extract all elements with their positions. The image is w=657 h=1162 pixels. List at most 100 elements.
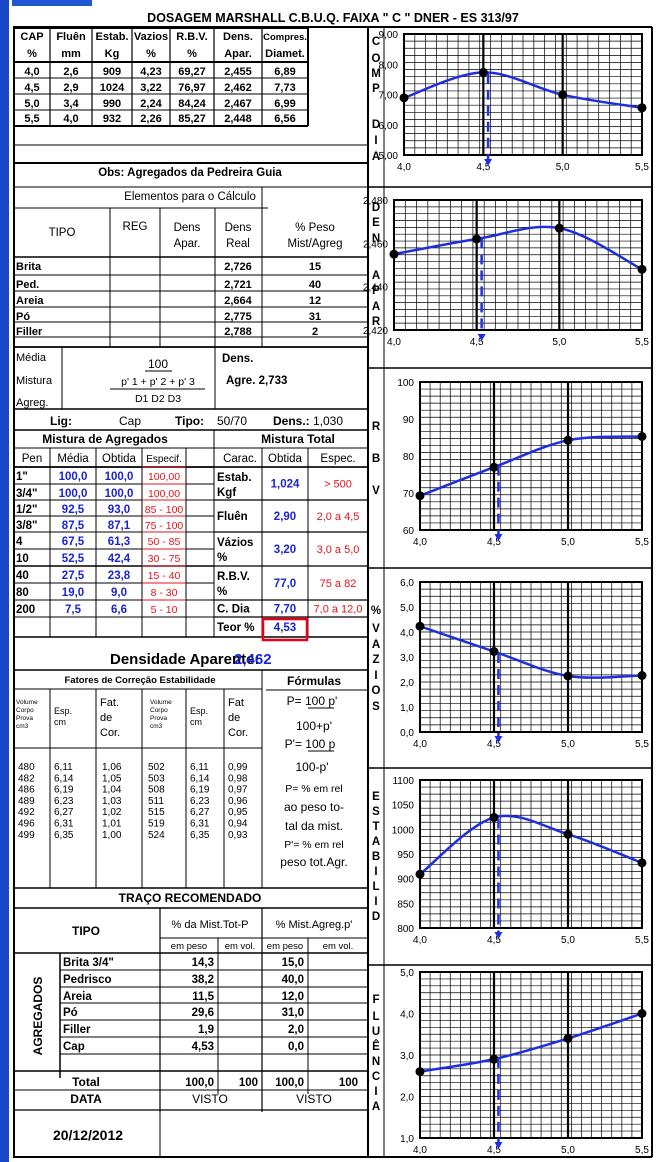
chart-side-letter: S bbox=[372, 806, 380, 818]
chart-data-point bbox=[415, 869, 425, 879]
fatores-cell: 519 bbox=[148, 819, 165, 830]
fatores-cell: 6,14 bbox=[54, 773, 74, 784]
mistura-total-title: Mistura Total bbox=[261, 432, 335, 446]
marshall-cell: 5,0 bbox=[24, 98, 39, 110]
chart-y-tick: 6,00 bbox=[379, 121, 399, 132]
chart-x-tick: 5,0 bbox=[556, 162, 570, 173]
chart-data-point bbox=[554, 223, 564, 233]
chart-side-letter: P bbox=[372, 83, 380, 95]
fatores-cell: 6,27 bbox=[190, 807, 210, 818]
formulas-title: Fórmulas bbox=[287, 674, 341, 688]
chart-data-point bbox=[415, 621, 425, 631]
chart-x-tick: 5,5 bbox=[635, 337, 649, 348]
fatores-cell: 6,11 bbox=[190, 762, 209, 773]
chart-plot-area bbox=[419, 381, 643, 531]
fatores-cell: 482 bbox=[18, 773, 35, 784]
chart-plot-area bbox=[419, 779, 643, 929]
chart-y-tick: 5,0 bbox=[400, 603, 414, 614]
traco-subheader: em vol. bbox=[225, 941, 256, 952]
elements-header: % Peso bbox=[295, 222, 335, 234]
chart-x-tick: 4,0 bbox=[413, 739, 427, 750]
fatores-cell: 6,31 bbox=[190, 819, 210, 830]
chart-side-letter: A bbox=[372, 836, 380, 848]
mistura-espec: 8 - 30 bbox=[151, 587, 178, 599]
chart-y-tick: 80 bbox=[403, 452, 415, 463]
chart-x-tick: 4,5 bbox=[476, 162, 490, 173]
chart-y-tick: 100 bbox=[397, 378, 414, 389]
fatores-cell: 502 bbox=[148, 762, 165, 773]
marshall-header: Fluên bbox=[56, 31, 86, 43]
fatores-header: de bbox=[100, 712, 112, 724]
mistura-espec: 100,00 bbox=[148, 488, 180, 500]
total-vol-agreg: 100 bbox=[339, 1077, 358, 1089]
mistura-pen: 40 bbox=[16, 570, 29, 582]
mistura-pen: 80 bbox=[16, 587, 29, 599]
chart-x-tick: 4,0 bbox=[413, 935, 427, 946]
element-dens-real: 2,726 bbox=[224, 261, 252, 273]
element-type: Areia bbox=[16, 295, 44, 307]
marshall-cell: 2,448 bbox=[224, 113, 252, 125]
chart-y-tick: 1000 bbox=[392, 825, 415, 836]
chart-side-letter: C bbox=[372, 36, 380, 48]
elements-header: Dens bbox=[174, 222, 201, 234]
window-top-tab bbox=[12, 0, 92, 6]
mistura-header: Média bbox=[57, 453, 89, 465]
marshall-cell: 2,6 bbox=[63, 66, 78, 78]
carac-label: % bbox=[217, 552, 227, 564]
chart-x-tick: 5,0 bbox=[561, 739, 575, 750]
carac-label: Vázios bbox=[217, 537, 253, 549]
chart-series-line bbox=[419, 435, 643, 497]
traco-peso: 14,3 bbox=[192, 957, 214, 969]
fatores-cell: 0,96 bbox=[228, 796, 248, 807]
chart-side-letter: I bbox=[374, 896, 377, 908]
chart-y-tick: 90 bbox=[403, 415, 415, 426]
traco-peso-agreg: 40,0 bbox=[282, 974, 304, 986]
fatores-header: de bbox=[228, 712, 240, 724]
chart-side-letter: S bbox=[372, 701, 380, 713]
marshall-cell: 2,467 bbox=[224, 98, 252, 110]
chart-y-tick: 800 bbox=[397, 924, 414, 935]
chart-y-tick: 850 bbox=[397, 899, 414, 910]
chart-x-tick: 5,5 bbox=[635, 739, 649, 750]
mistura-obtida: 87,1 bbox=[108, 520, 131, 532]
mistura-media: 19,0 bbox=[62, 587, 84, 599]
chart-x-tick: 4,0 bbox=[413, 1145, 427, 1156]
chart-side-letter: Z bbox=[372, 654, 379, 666]
traco-subheader: em peso bbox=[171, 941, 207, 952]
element-dens-real: 2,775 bbox=[224, 311, 252, 323]
chart-x-tick: 4,0 bbox=[397, 162, 411, 173]
mistura-header: Pen bbox=[22, 453, 42, 465]
chart-y-tick: 4,0 bbox=[400, 628, 414, 639]
mistura-espec: 5 - 10 bbox=[151, 604, 178, 616]
chart-data-point bbox=[389, 249, 399, 259]
chart-side-letter: A bbox=[372, 270, 380, 282]
mistura-pen: 1" bbox=[16, 471, 28, 483]
fatores-cell: 0,97 bbox=[228, 785, 248, 796]
total-peso: 100,0 bbox=[185, 1077, 214, 1089]
chart-x-tick: 5,0 bbox=[561, 935, 575, 946]
traco-tipo: Areia bbox=[63, 991, 92, 1003]
carac-label: Fluên bbox=[217, 511, 248, 523]
chart-y-tick: 2,420 bbox=[363, 326, 388, 337]
chart-y-tick: 1,0 bbox=[400, 703, 414, 714]
fatores-header: cm3 bbox=[16, 723, 29, 730]
mistura-media: 67,5 bbox=[62, 536, 85, 548]
fatores-cell: 486 bbox=[18, 785, 35, 796]
fatores-header: Volume bbox=[150, 699, 172, 706]
chart-series-line bbox=[403, 71, 643, 110]
chart-side-letter: I bbox=[374, 866, 377, 878]
chart-x-tick: 4,5 bbox=[487, 537, 501, 548]
marshall-cell: 4,5 bbox=[24, 82, 39, 94]
fatores-cell: 1,02 bbox=[102, 807, 122, 818]
carac-espec: > 500 bbox=[324, 479, 352, 491]
fatores-cell: 0,94 bbox=[228, 819, 248, 830]
chart-data-point bbox=[415, 1067, 425, 1077]
chart-y-tick: 70 bbox=[403, 489, 415, 500]
chart-plot-area bbox=[419, 971, 643, 1139]
chart-x-tick: 4,5 bbox=[470, 337, 484, 348]
fatores-header: Cor. bbox=[100, 727, 120, 739]
formula-line: P= 100 p' bbox=[287, 694, 338, 708]
carac-label: C. Dia bbox=[217, 604, 250, 616]
traco-tipo: Pedrisco bbox=[63, 974, 112, 986]
formula-line: 100-p' bbox=[296, 760, 329, 774]
